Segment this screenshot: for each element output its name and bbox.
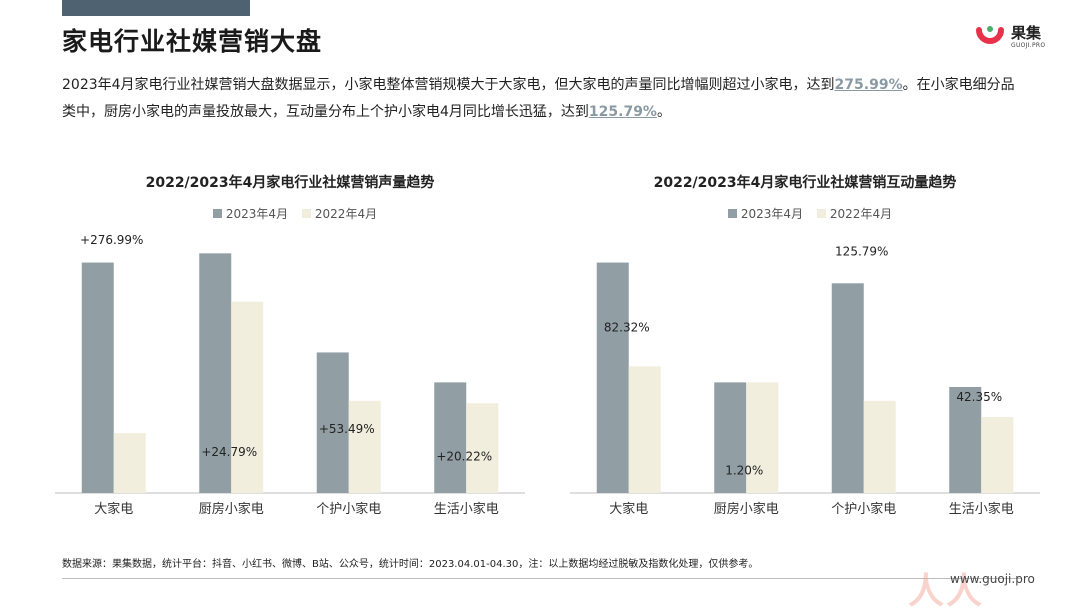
watermark-url: www.guoji.pro — [950, 572, 1035, 586]
legend-label-2022: 2022年4月 — [314, 207, 378, 221]
interaction-chart: 2022/2023年4月家电行业社媒营销互动量趋势 2023年4月 2022年4… — [545, 168, 1065, 533]
growth-label: +20.22% — [436, 450, 492, 464]
chart-title: 2022/2023年4月家电行业社媒营销互动量趋势 — [653, 175, 957, 191]
bar-2022-3 — [981, 416, 1014, 493]
growth-label: 42.35% — [956, 390, 1002, 404]
category-label: 大家电 — [94, 501, 133, 517]
growth-label: 82.32% — [604, 321, 650, 335]
intro-highlight-1: 275.99% — [834, 77, 903, 93]
chart-plot: 大家电 +276.99% 厨房小家电 +24.79% 个护小家电 +53.49% 生活小家电… — [55, 233, 525, 517]
category-label: 厨房小家电 — [199, 501, 264, 517]
legend-swatch-2023 — [727, 209, 737, 218]
growth-label: +276.99% — [80, 233, 143, 247]
logo-subtitle: GUOJI.PRO — [1011, 42, 1046, 49]
growth-label: 1.20% — [725, 464, 763, 478]
intro-highlight-2: 125.79% — [588, 104, 657, 120]
category-label: 厨房小家电 — [714, 501, 779, 517]
bar-2023-3 — [949, 387, 982, 493]
growth-label: +53.49% — [319, 422, 375, 436]
volume-chart: 2022/2023年4月家电行业社媒营销声量趋势 2023年4月 2022年4月… — [30, 168, 550, 533]
legend-swatch-2023 — [212, 209, 222, 218]
bar-2022-2 — [863, 400, 896, 493]
logo-icon — [976, 26, 1004, 44]
category-label: 个护小家电 — [831, 501, 896, 517]
logo-name: 果集 — [1011, 24, 1042, 42]
top-accent-bar — [62, 0, 250, 16]
bar-2023-0 — [596, 262, 629, 493]
growth-label: +24.79% — [201, 445, 257, 459]
data-source-note: 数据来源：果集数据，统计平台：抖音、小红书、微博、B站、公众号，统计时间：202… — [62, 559, 759, 570]
legend-label-2023: 2023年4月 — [225, 207, 289, 221]
legend-swatch-2022 — [301, 209, 311, 218]
intro-text-2: 。在小家电细分品类中，厨房小家电的声量投放最大，互动量分布上个护小家电4月同比增… — [62, 77, 1015, 120]
bar-2023-0 — [81, 262, 114, 493]
bar-2023-2 — [316, 352, 349, 493]
category-label: 生活小家电 — [434, 501, 499, 517]
chart-title: 2022/2023年4月家电行业社媒营销声量趋势 — [145, 175, 435, 191]
bar-2023-3 — [434, 382, 467, 493]
bar-2022-2 — [348, 400, 381, 493]
bar-2023-1 — [199, 253, 232, 493]
chart-legend: 2023年4月 2022年4月 — [30, 205, 550, 222]
bar-2022-0 — [628, 366, 661, 493]
legend-label-2023: 2023年4月 — [740, 207, 804, 221]
legend-label-2022: 2022年4月 — [829, 207, 893, 221]
intro-text-1: 2023年4月家电行业社媒营销大盘数据显示，小家电整体营销规模大于大家电，但大家… — [62, 77, 835, 93]
bar-2022-1 — [231, 301, 264, 493]
growth-label: 125.79% — [835, 245, 888, 259]
footer-divider — [62, 578, 1022, 579]
chart-plot: 大家电 82.32% 厨房小家电 1.20% 个护小家电 125.79% 生活小家电 42.3… — [570, 245, 1040, 517]
intro-paragraph: 2023年4月家电行业社媒营销大盘数据显示，小家电整体营销规模大于大家电，但大家… — [62, 72, 1022, 126]
category-label: 大家电 — [609, 501, 648, 517]
chart-legend: 2023年4月 2022年4月 — [545, 205, 1065, 222]
brand-logo: 果集 GUOJI.PRO — [975, 20, 1065, 54]
intro-text-3: 。 — [656, 104, 671, 120]
watermark-logo: 人人 — [908, 571, 985, 612]
bar-2022-3 — [466, 403, 499, 493]
bar-2023-2 — [831, 283, 864, 493]
category-label: 生活小家电 — [949, 501, 1014, 517]
bar-2023-1 — [714, 382, 747, 493]
category-label: 个护小家电 — [316, 501, 381, 517]
page-title: 家电行业社媒营销大盘 — [62, 27, 323, 56]
bar-2022-0 — [113, 433, 146, 493]
bar-2022-1 — [746, 382, 779, 493]
legend-swatch-2022 — [816, 209, 826, 218]
